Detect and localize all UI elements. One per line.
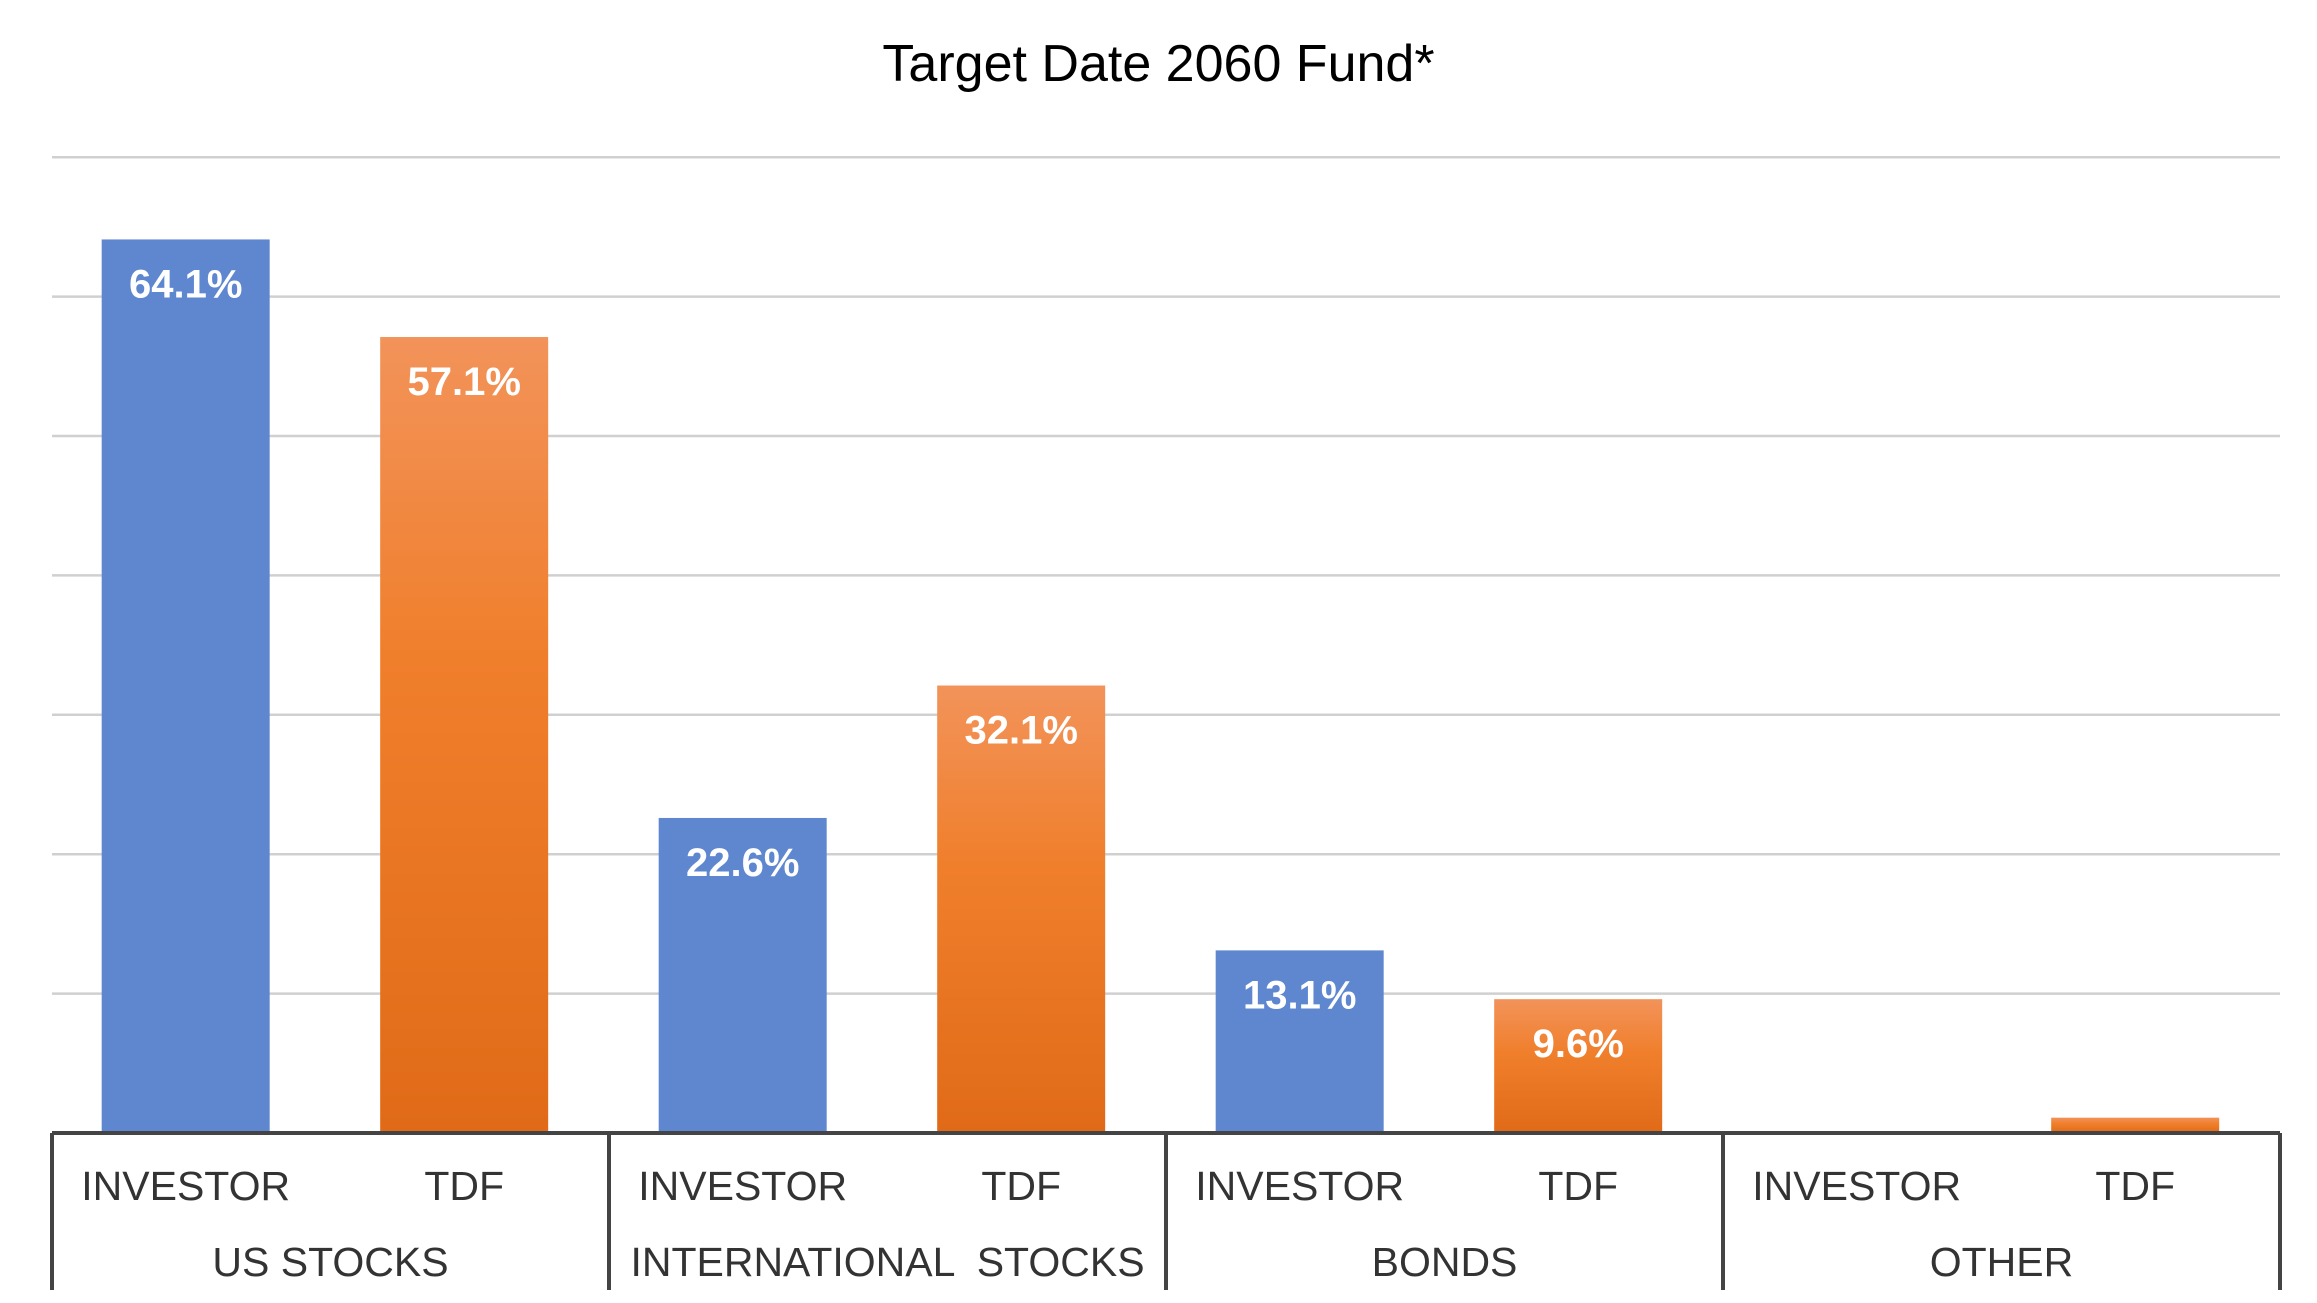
category-label: INVESTOR xyxy=(1195,1163,1404,1209)
group-label: INTERNATIONAL STOCKS xyxy=(630,1239,1144,1285)
data-label: 22.6% xyxy=(686,841,799,885)
bar-bonds-tdf xyxy=(1494,999,1663,1133)
data-label: 32.1% xyxy=(964,709,1077,753)
data-label: 57.1% xyxy=(407,360,520,404)
category-label: TDF xyxy=(424,1163,504,1209)
category-label: INVESTOR xyxy=(638,1163,847,1209)
category-label: TDF xyxy=(2095,1163,2175,1209)
group-label: OTHER xyxy=(1930,1239,2074,1285)
chart-title: Target Date 2060 Fund* xyxy=(882,35,1435,93)
bars: 64.1% 57.1% 22.6% 32.1% 13.1% 9.6% xyxy=(101,239,2220,1134)
bar-other-tdf xyxy=(2051,1117,2220,1133)
bar-international-stocks-investor xyxy=(658,817,827,1133)
bar-us-stocks-tdf xyxy=(380,337,549,1133)
group-label: BONDS xyxy=(1372,1239,1518,1285)
category-label: INVESTOR xyxy=(81,1163,290,1209)
bar-international-stocks-tdf xyxy=(937,685,1106,1133)
data-label: 13.1% xyxy=(1243,973,1356,1017)
category-label: TDF xyxy=(981,1163,1061,1209)
data-label: 64.1% xyxy=(129,262,242,306)
data-label: 9.6% xyxy=(1533,1022,1624,1066)
bar-us-stocks-investor xyxy=(101,239,270,1134)
bar-bonds-investor xyxy=(1215,950,1384,1133)
category-label: TDF xyxy=(1538,1163,1618,1209)
category-axis: INVESTOR TDF US STOCKS INVESTOR TDF INTERNATI… xyxy=(50,1131,2282,1290)
category-label: INVESTOR xyxy=(1752,1163,1961,1209)
group-label: US STOCKS xyxy=(212,1239,448,1285)
